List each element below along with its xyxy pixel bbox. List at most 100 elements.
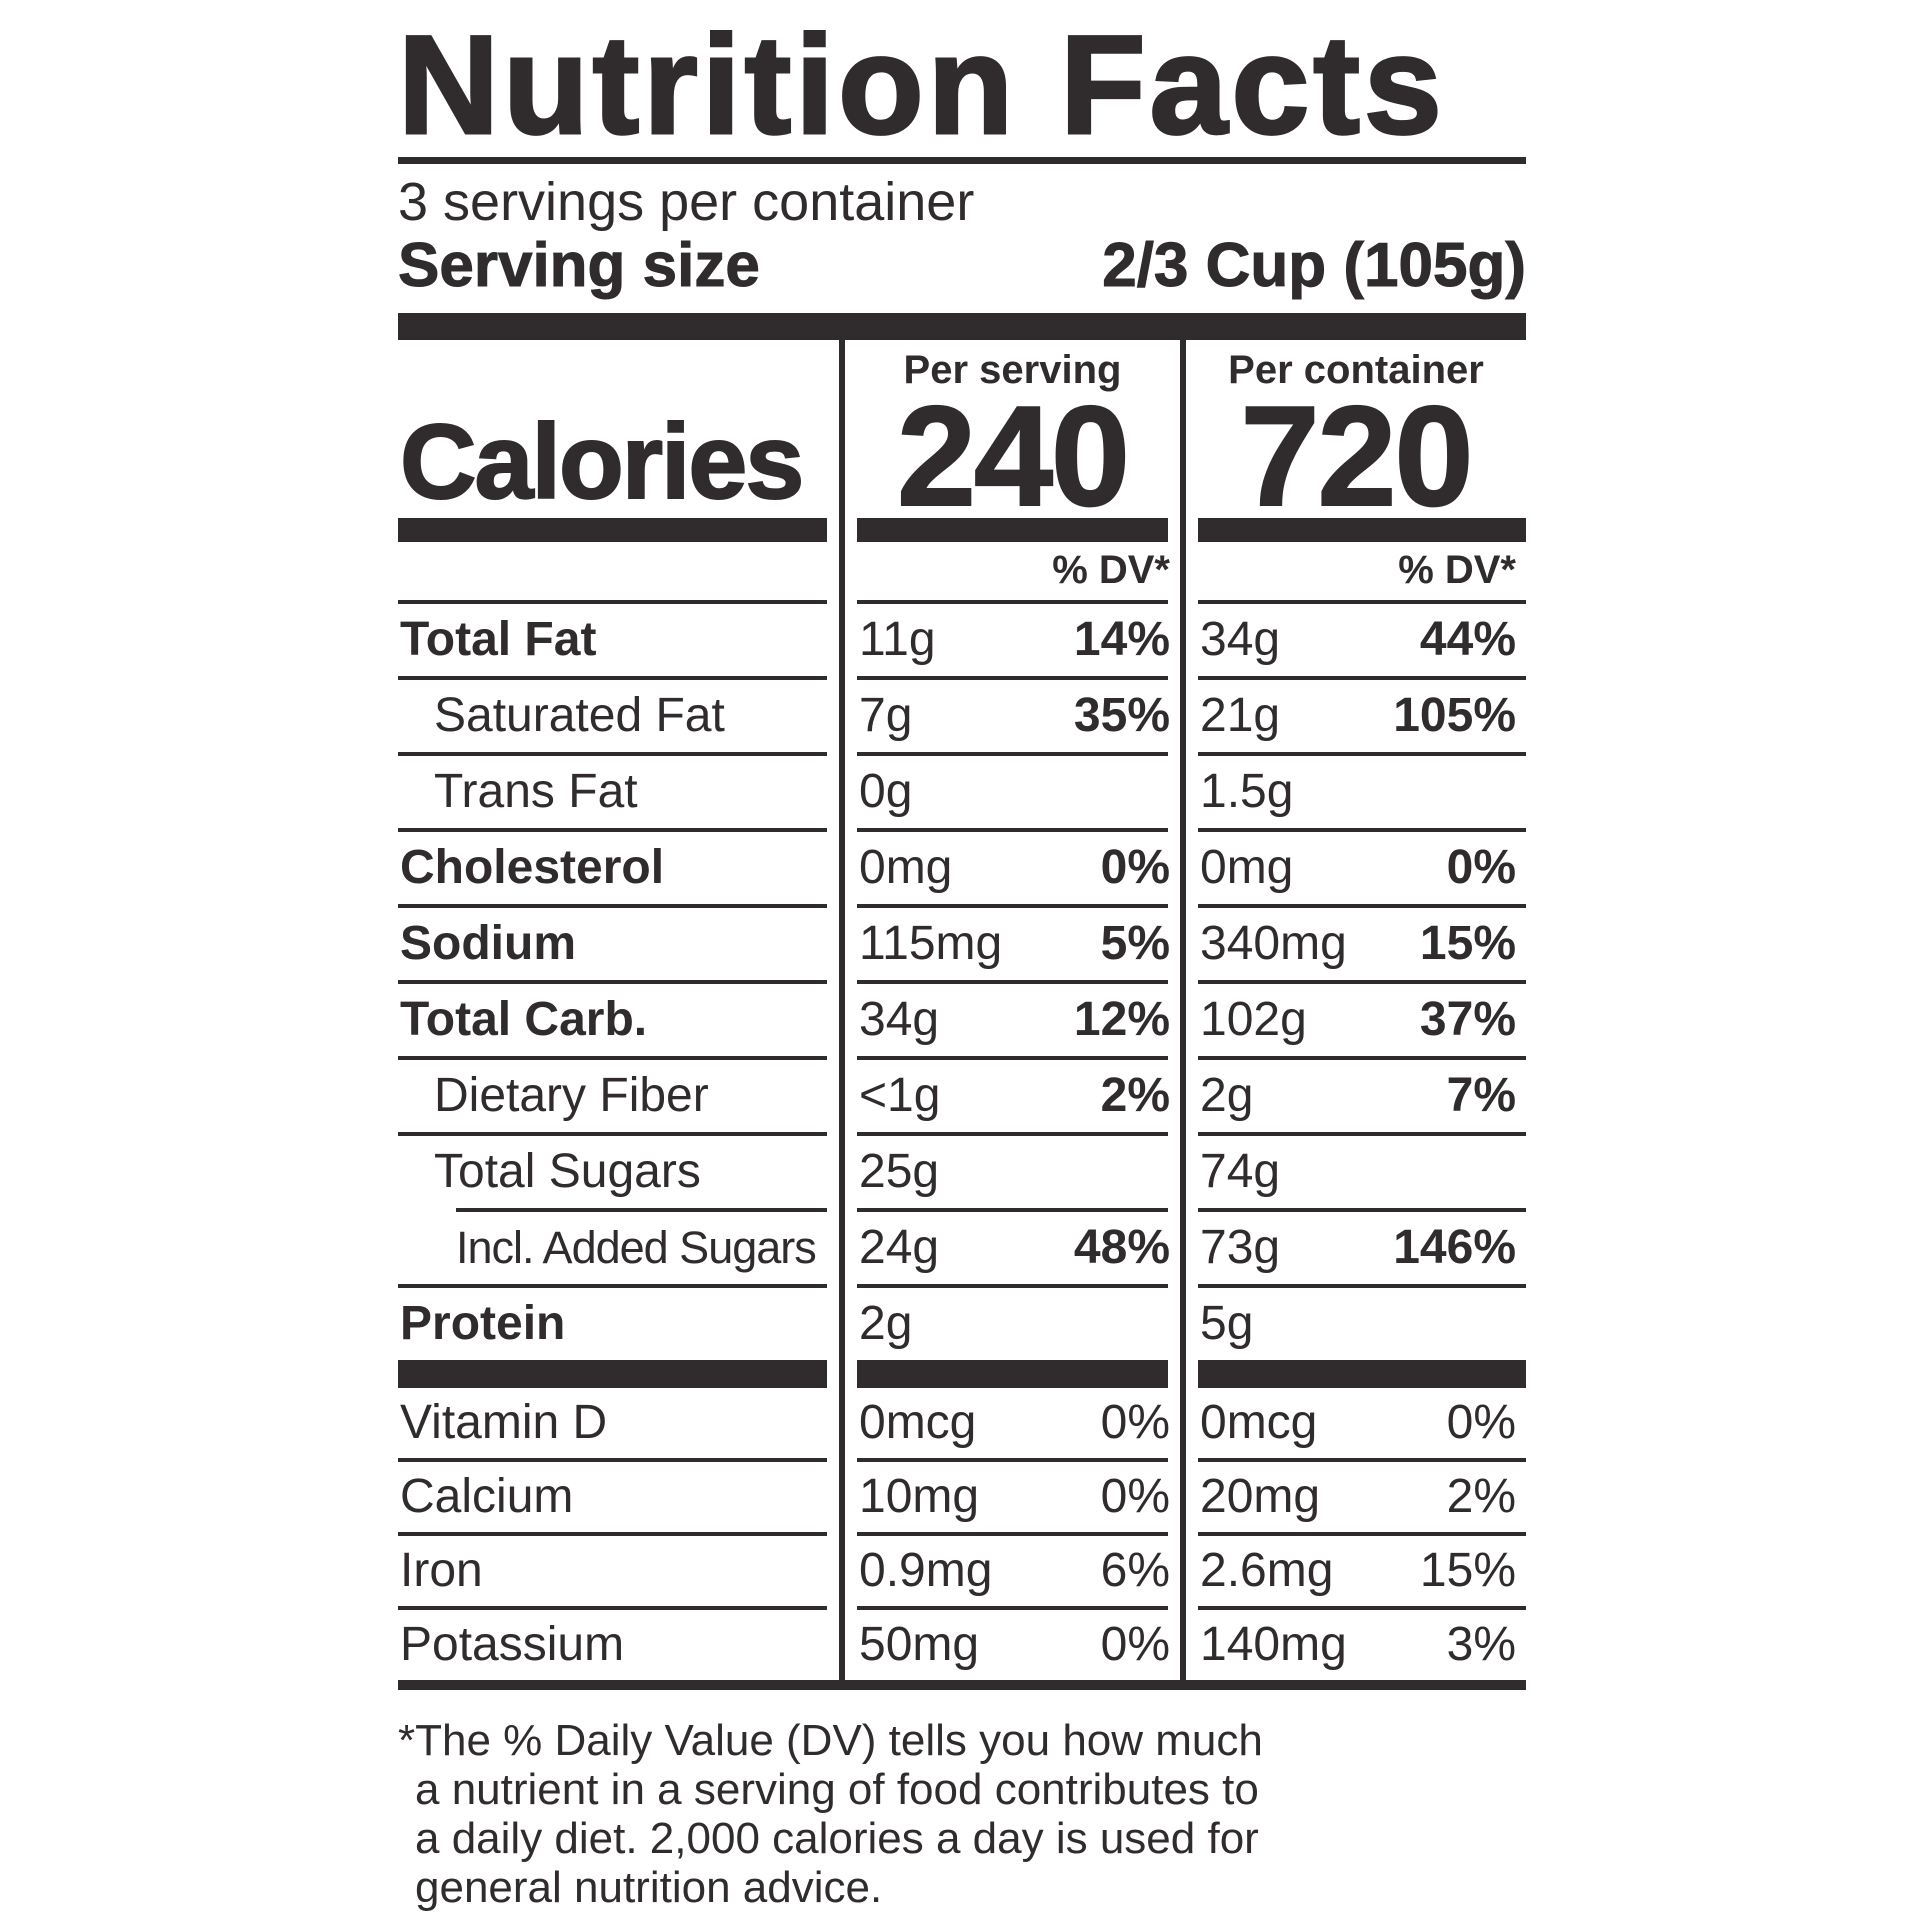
separator: [398, 751, 1526, 756]
per-serving-dv: 0%: [1100, 1396, 1170, 1450]
separator: [398, 1283, 1526, 1288]
dv-header-per-container: % DV*: [1398, 548, 1516, 593]
vitamin-name: Iron: [400, 1544, 483, 1598]
dv-footnote: *The % Daily Value (DV) tells you how mu…: [398, 1716, 1526, 1913]
row-potassium: Potassium 50mg 0% 140mg 3%: [398, 1609, 1526, 1680]
calories-divider-bar: [398, 517, 1526, 542]
per-serving-amount: 0mg: [859, 841, 953, 895]
per-serving-amount: 0g: [859, 765, 913, 819]
per-serving-dv: 0%: [1100, 1470, 1170, 1524]
per-serving-dv: 2%: [1100, 1069, 1170, 1123]
per-container-amount: 73g: [1200, 1221, 1281, 1275]
row-vitamin-d: Vitamin D 0mcg 0% 0mcg 0%: [398, 1387, 1526, 1458]
per-serving-amount: 11g: [859, 613, 936, 667]
bar-segment-left: [398, 1359, 839, 1388]
nutrient-name: Dietary Fiber: [434, 1069, 709, 1123]
title-underline: [398, 157, 1526, 164]
calories-row: Calories Per serving 240 Per container 7…: [398, 339, 1526, 536]
per-serving-amount: 34g: [859, 993, 940, 1047]
per-container-amount: 2.6mg: [1200, 1544, 1334, 1598]
per-container-dv: 2%: [1446, 1470, 1516, 1524]
serving-size-label: Serving size: [398, 231, 761, 301]
dv-header-empty-cell: [398, 542, 839, 600]
row-total-sugars: Total Sugars 25g 74g: [398, 1135, 1526, 1208]
per-serving-dv: 0%: [1100, 841, 1170, 895]
per-container-dv: 37%: [1419, 993, 1516, 1047]
nutrition-facts-label: Nutrition Facts 3 servings per container…: [397, 6, 1527, 1913]
bar-segment-middle: [839, 1359, 1186, 1388]
row-calcium: Calcium 10mg 0% 20mg 2%: [398, 1461, 1526, 1532]
per-container-amount: 0mg: [1200, 841, 1294, 895]
bar-segment-right: [1186, 517, 1526, 542]
footnote-line: a nutrient in a serving of food contribu…: [415, 1764, 1259, 1814]
separator: [398, 903, 1526, 908]
per-container-dv: 105%: [1393, 689, 1516, 743]
per-serving-amount: 2g: [859, 1297, 913, 1351]
per-container-amount: 5g: [1200, 1297, 1254, 1351]
separator: [398, 827, 1526, 832]
per-serving-dv: 35%: [1073, 689, 1170, 743]
per-serving-amount: <1g: [859, 1069, 941, 1123]
per-container-dv: 146%: [1393, 1221, 1516, 1275]
vitamin-name: Calcium: [400, 1470, 574, 1524]
row-added-sugars: Incl. Added Sugars 24g 48% 73g 146%: [398, 1211, 1526, 1284]
per-container-dv: 3%: [1446, 1618, 1516, 1672]
per-serving-amount: 0mcg: [859, 1396, 977, 1450]
footnote-line: a daily diet. 2,000 calories a day is us…: [415, 1814, 1259, 1864]
per-container-dv: 7%: [1446, 1069, 1516, 1123]
dv-header-row: % DV* % DV*: [398, 541, 1526, 600]
per-serving-dv: 6%: [1100, 1544, 1170, 1598]
row-dietary-fiber: Dietary Fiber <1g 2% 2g 7%: [398, 1059, 1526, 1132]
footnote-line: *The % Daily Value (DV) tells you how mu…: [398, 1715, 1263, 1765]
row-saturated-fat: Saturated Fat 7g 35% 21g 105%: [398, 679, 1526, 752]
row-trans-fat: Trans Fat 0g 1.5g: [398, 755, 1526, 828]
separator: [398, 1605, 1526, 1610]
per-serving-header: Per serving: [903, 347, 1122, 392]
nutrient-name: Protein: [400, 1297, 566, 1351]
bar-segment-middle: [839, 517, 1186, 542]
bottom-rule: [398, 1679, 1526, 1690]
per-serving-amount: 24g: [859, 1221, 940, 1275]
per-serving-amount: 50mg: [859, 1618, 980, 1672]
row-total-carb: Total Carb. 34g 12% 102g 37%: [398, 983, 1526, 1056]
per-serving-amount: 10mg: [859, 1470, 980, 1524]
section-bar-top: [398, 312, 1526, 340]
vitamins-divider-bar: [398, 1359, 1526, 1388]
per-container-amount: 340mg: [1200, 917, 1347, 971]
serving-size-row: Serving size 2/3 Cup (105g): [398, 231, 1527, 301]
footnote-line: general nutrition advice.: [415, 1863, 883, 1913]
per-serving-dv: 14%: [1073, 613, 1170, 667]
separator: [398, 1131, 1526, 1136]
row-total-fat: Total Fat 11g 14% 34g 44%: [398, 603, 1526, 676]
separator: [398, 1457, 1526, 1462]
calories-per-serving-value: 240: [896, 376, 1131, 536]
nutrient-name: Total Sugars: [434, 1145, 701, 1199]
vitamin-name: Vitamin D: [400, 1396, 608, 1450]
calories-per-container-cell: Per container 720: [1186, 340, 1526, 528]
serving-size-value: 2/3 Cup (105g): [1102, 231, 1527, 301]
separator: [398, 675, 1526, 680]
per-container-amount: 34g: [1200, 613, 1281, 667]
separator: [398, 1055, 1526, 1060]
per-container-header: Per container: [1228, 347, 1484, 392]
per-container-dv: 0%: [1446, 1396, 1516, 1450]
separator: [398, 1531, 1526, 1536]
per-serving-amount: 7g: [859, 689, 913, 743]
per-container-amount: 74g: [1200, 1145, 1281, 1199]
per-serving-amount: 25g: [859, 1145, 940, 1199]
nutrient-name: Total Fat: [400, 613, 597, 667]
separator-indented: [398, 1207, 1526, 1212]
nutrient-name: Sodium: [400, 917, 576, 971]
per-container-amount: 2g: [1200, 1069, 1254, 1123]
per-serving-dv: 12%: [1073, 993, 1170, 1047]
label-title: Nutrition Facts: [397, 6, 1446, 163]
per-container-amount: 140mg: [1200, 1618, 1347, 1672]
row-cholesterol: Cholesterol 0mg 0% 0mg 0%: [398, 831, 1526, 904]
nutrient-name: Incl. Added Sugars: [456, 1221, 817, 1273]
calories-per-serving-cell: Per serving 240: [839, 339, 1186, 536]
per-serving-amount: 115mg: [859, 917, 1003, 971]
nutrient-name: Total Carb.: [400, 993, 648, 1047]
calories-cell: Calories: [398, 340, 839, 521]
nutrient-name: Saturated Fat: [434, 689, 725, 743]
servings-per-container: 3 servings per container: [398, 172, 975, 232]
